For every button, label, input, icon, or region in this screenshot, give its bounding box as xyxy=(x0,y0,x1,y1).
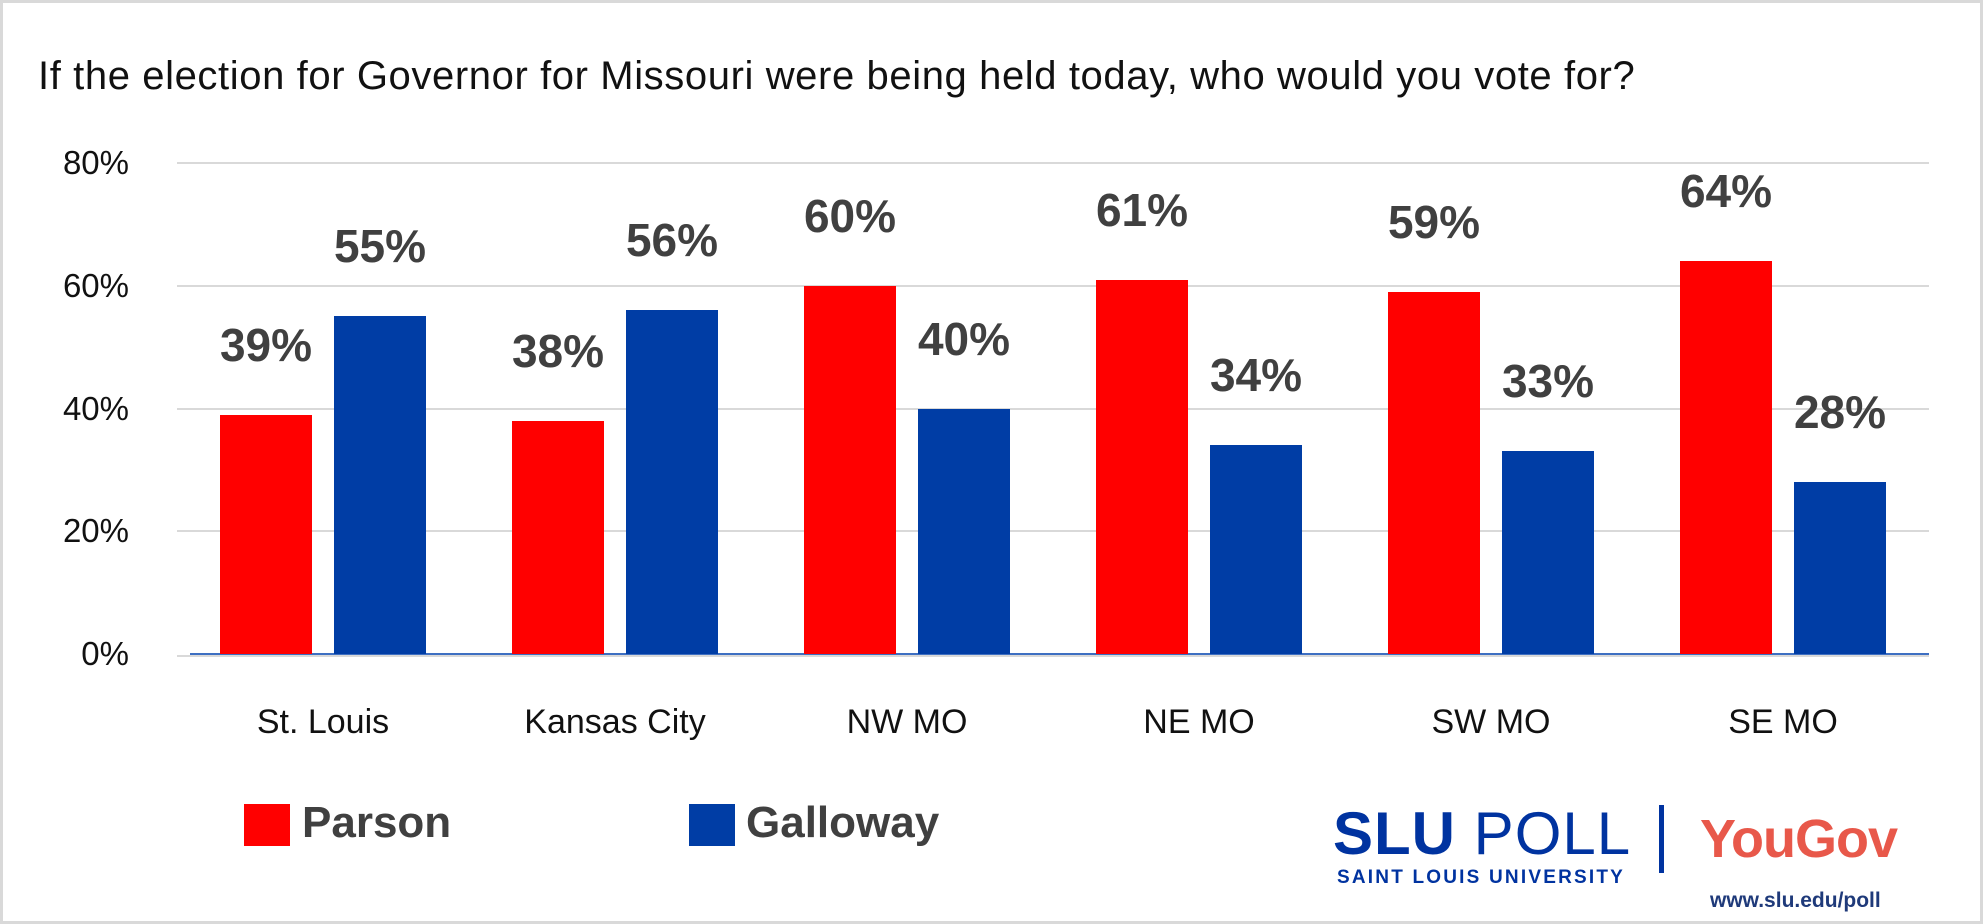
data-label: 59% xyxy=(1387,195,1481,248)
data-label: 60% xyxy=(803,189,897,242)
bar-parson xyxy=(1680,261,1772,654)
bar-galloway xyxy=(1794,482,1886,654)
x-category-label: NE MO xyxy=(1143,703,1255,741)
gridline xyxy=(177,162,1929,164)
legend-label-galloway: Galloway xyxy=(746,798,940,847)
slu-university-text: SAINT LOUIS UNIVERSITY xyxy=(1337,867,1626,888)
data-label: 39% xyxy=(219,318,313,371)
y-tick-label: 0% xyxy=(81,634,129,672)
y-tick-label: 40% xyxy=(62,389,129,427)
slu-logo-poll: POLL xyxy=(1473,800,1632,867)
gridline xyxy=(177,655,1929,657)
x-category-label: SE MO xyxy=(1728,703,1838,741)
y-tick-label: 20% xyxy=(62,512,129,550)
x-axis-line xyxy=(190,653,1929,655)
bar-galloway xyxy=(918,408,1010,654)
x-category-label: Kansas City xyxy=(524,703,706,741)
yougov-logo: YouGov xyxy=(1700,809,1898,869)
gridline xyxy=(177,284,1929,287)
data-label: 64% xyxy=(1679,165,1773,218)
chart-title: If the election for Governor for Missour… xyxy=(38,54,1636,98)
legend-swatch-galloway xyxy=(689,804,735,846)
bar-parson xyxy=(804,285,896,654)
slu-poll-logo: SLU POLL xyxy=(1333,804,1631,864)
data-label: 34% xyxy=(1209,349,1303,402)
slu-logo-bold: SLU xyxy=(1333,800,1456,867)
poll-url: www.slu.edu/poll xyxy=(1710,889,1881,912)
logo-separator xyxy=(1659,805,1664,873)
legend-swatch-parson xyxy=(244,804,290,846)
bar-galloway xyxy=(1210,445,1302,654)
gridline xyxy=(177,530,1929,533)
gridline xyxy=(177,407,1929,410)
bar-parson xyxy=(512,420,604,654)
data-label: 40% xyxy=(917,312,1011,365)
bar-galloway xyxy=(1502,451,1594,654)
y-tick-label: 60% xyxy=(62,266,129,304)
data-label: 38% xyxy=(511,324,605,377)
bar-parson xyxy=(1388,291,1480,654)
x-category-label: NW MO xyxy=(846,703,968,741)
data-label: 55% xyxy=(333,220,427,273)
x-category-label: SW MO xyxy=(1431,703,1551,741)
bar-parson xyxy=(220,414,312,654)
bar-parson xyxy=(1096,279,1188,654)
data-label: 28% xyxy=(1793,386,1887,439)
bar-galloway xyxy=(626,310,718,654)
data-label: 33% xyxy=(1501,355,1595,408)
x-category-label: St. Louis xyxy=(256,703,390,741)
bar-galloway xyxy=(334,316,426,654)
data-label: 56% xyxy=(625,214,719,267)
y-tick-label: 80% xyxy=(62,143,129,181)
legend-label-parson: Parson xyxy=(302,798,452,847)
data-label: 61% xyxy=(1095,183,1189,236)
